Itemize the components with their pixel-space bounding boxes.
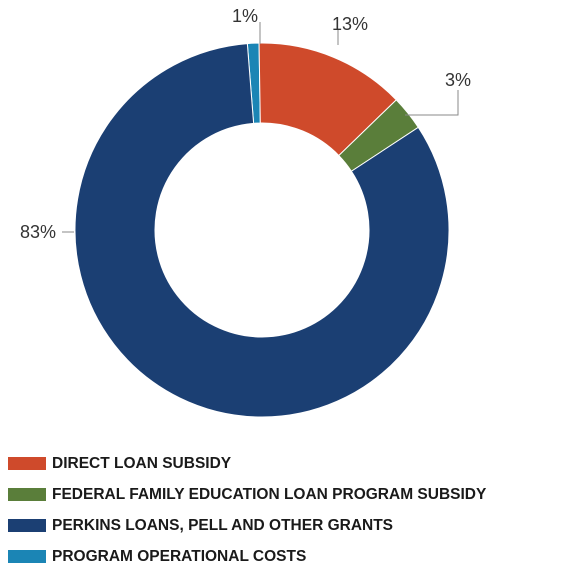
leader-line-federal-family-education-loan-program-subsidy <box>405 90 459 116</box>
legend-label: PERKINS LOANS, PELL AND OTHER GRANTS <box>52 516 394 534</box>
legend-label: PROGRAM OPERATIONAL COSTS <box>52 547 307 565</box>
value-label-federal-family-education-loan-program-subsidy: 3% <box>445 70 471 90</box>
legend-swatch <box>8 550 46 563</box>
legend-item-perkins-pell-grants: PERKINS LOANS, PELL AND OTHER GRANTS <box>8 510 486 541</box>
legend-item-direct-loan-subsidy: DIRECT LOAN SUBSIDY <box>8 448 486 479</box>
value-label-perkins-loans-pell-and-other-grants: 83% <box>20 222 56 242</box>
value-label-direct-loan-subsidy: 13% <box>332 14 368 34</box>
legend-label: FEDERAL FAMILY EDUCATION LOAN PROGRAM SU… <box>52 485 487 503</box>
legend: DIRECT LOAN SUBSIDY FEDERAL FAMILY EDUCA… <box>8 448 486 572</box>
legend-swatch <box>8 457 46 470</box>
legend-swatch <box>8 488 46 501</box>
value-label-program-operational-costs: 1% <box>232 6 258 26</box>
donut-chart: 1% 13% 3% 83% <box>20 6 471 418</box>
legend-swatch <box>8 519 46 532</box>
legend-label: DIRECT LOAN SUBSIDY <box>52 454 232 472</box>
slice-perkins-loans-pell-and-other-grants <box>74 43 450 418</box>
legend-item-program-operational-costs: PROGRAM OPERATIONAL COSTS <box>8 541 486 572</box>
legend-item-ffelp-subsidy: FEDERAL FAMILY EDUCATION LOAN PROGRAM SU… <box>8 479 486 510</box>
